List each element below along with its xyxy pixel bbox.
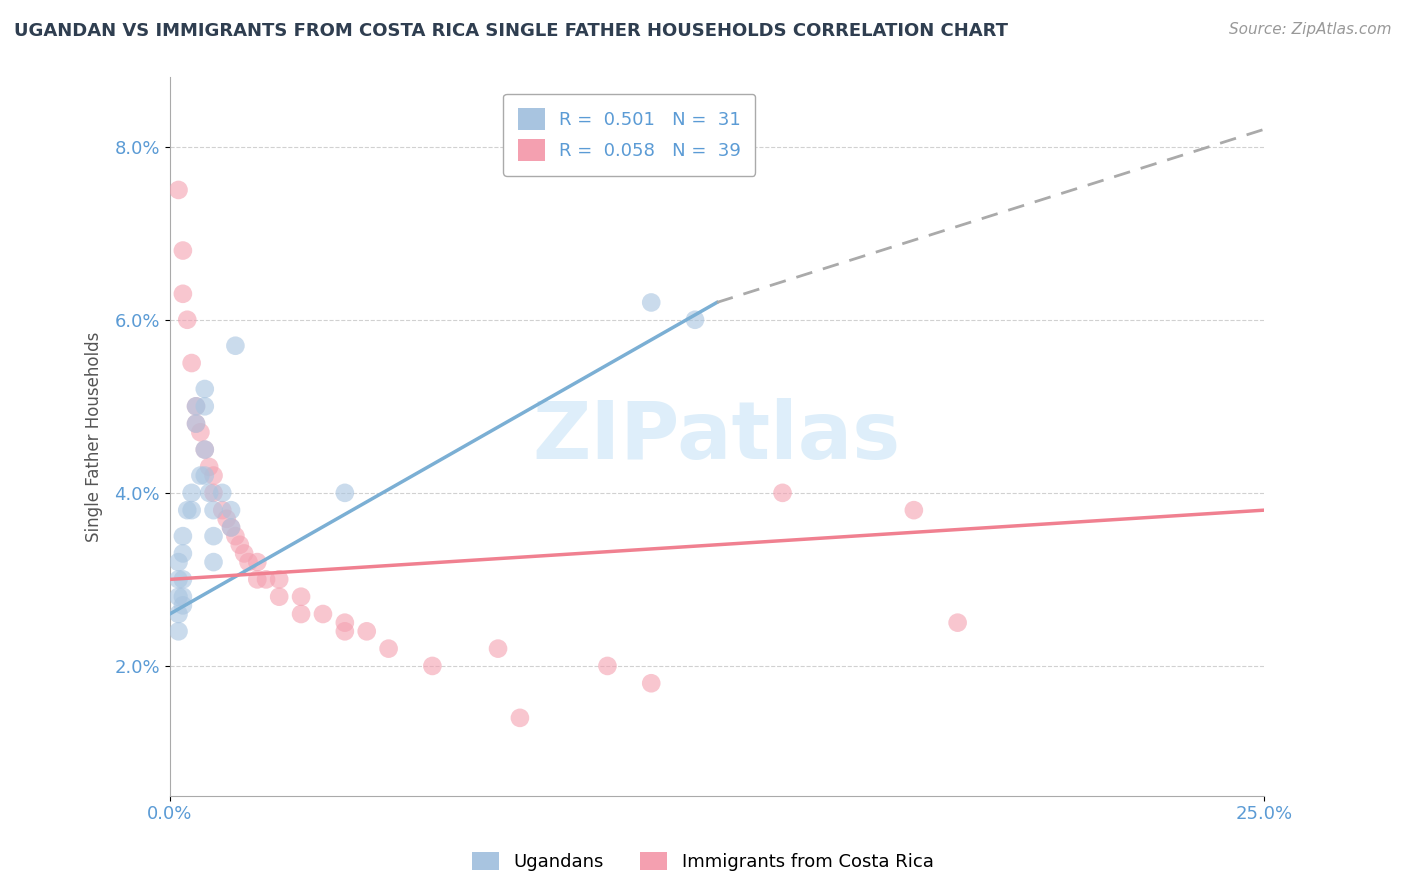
Text: UGANDAN VS IMMIGRANTS FROM COSTA RICA SINGLE FATHER HOUSEHOLDS CORRELATION CHART: UGANDAN VS IMMIGRANTS FROM COSTA RICA SI…: [14, 22, 1008, 40]
Point: [224, 339, 246, 353]
Point: [215, 512, 238, 526]
Point: [422, 659, 444, 673]
Y-axis label: Single Father Households: Single Father Households: [86, 332, 103, 541]
Point: [946, 615, 969, 630]
Point: [640, 295, 662, 310]
Point: [202, 486, 225, 500]
Text: Source: ZipAtlas.com: Source: ZipAtlas.com: [1229, 22, 1392, 37]
Point: [176, 312, 198, 326]
Point: [172, 529, 194, 543]
Point: [172, 590, 194, 604]
Point: [172, 546, 194, 560]
Point: [229, 538, 252, 552]
Point: [184, 417, 207, 431]
Point: [903, 503, 925, 517]
Point: [219, 520, 242, 534]
Point: [194, 400, 217, 414]
Point: [683, 312, 706, 326]
Point: [219, 503, 242, 517]
Point: [172, 599, 194, 613]
Point: [167, 573, 190, 587]
Point: [184, 417, 207, 431]
Point: [190, 468, 212, 483]
Point: [194, 468, 217, 483]
Point: [224, 529, 246, 543]
Point: [198, 459, 221, 474]
Point: [269, 573, 291, 587]
Point: [180, 503, 202, 517]
Point: [290, 590, 312, 604]
Point: [246, 573, 269, 587]
Point: [198, 486, 221, 500]
Point: [333, 624, 356, 639]
Text: ZIPatlas: ZIPatlas: [533, 398, 901, 475]
Point: [486, 641, 509, 656]
Point: [180, 486, 202, 500]
Point: [167, 607, 190, 621]
Point: [246, 555, 269, 569]
Point: [211, 486, 233, 500]
Point: [172, 286, 194, 301]
Point: [202, 503, 225, 517]
Point: [333, 615, 356, 630]
Legend: R =  0.501   N =  31, R =  0.058   N =  39: R = 0.501 N = 31, R = 0.058 N = 39: [503, 94, 755, 176]
Point: [377, 641, 399, 656]
Point: [202, 529, 225, 543]
Point: [238, 555, 260, 569]
Point: [219, 520, 242, 534]
Point: [167, 624, 190, 639]
Point: [194, 442, 217, 457]
Point: [640, 676, 662, 690]
Point: [180, 356, 202, 370]
Point: [211, 503, 233, 517]
Point: [254, 573, 277, 587]
Point: [167, 555, 190, 569]
Point: [202, 468, 225, 483]
Point: [172, 244, 194, 258]
Point: [194, 382, 217, 396]
Point: [176, 503, 198, 517]
Point: [167, 183, 190, 197]
Point: [333, 486, 356, 500]
Point: [184, 400, 207, 414]
Point: [190, 425, 212, 440]
Point: [312, 607, 335, 621]
Point: [290, 607, 312, 621]
Point: [356, 624, 378, 639]
Point: [172, 573, 194, 587]
Point: [509, 711, 531, 725]
Point: [596, 659, 619, 673]
Point: [202, 555, 225, 569]
Point: [269, 590, 291, 604]
Point: [194, 442, 217, 457]
Legend: Ugandans, Immigrants from Costa Rica: Ugandans, Immigrants from Costa Rica: [465, 845, 941, 879]
Point: [184, 400, 207, 414]
Point: [772, 486, 794, 500]
Point: [167, 590, 190, 604]
Point: [233, 546, 256, 560]
